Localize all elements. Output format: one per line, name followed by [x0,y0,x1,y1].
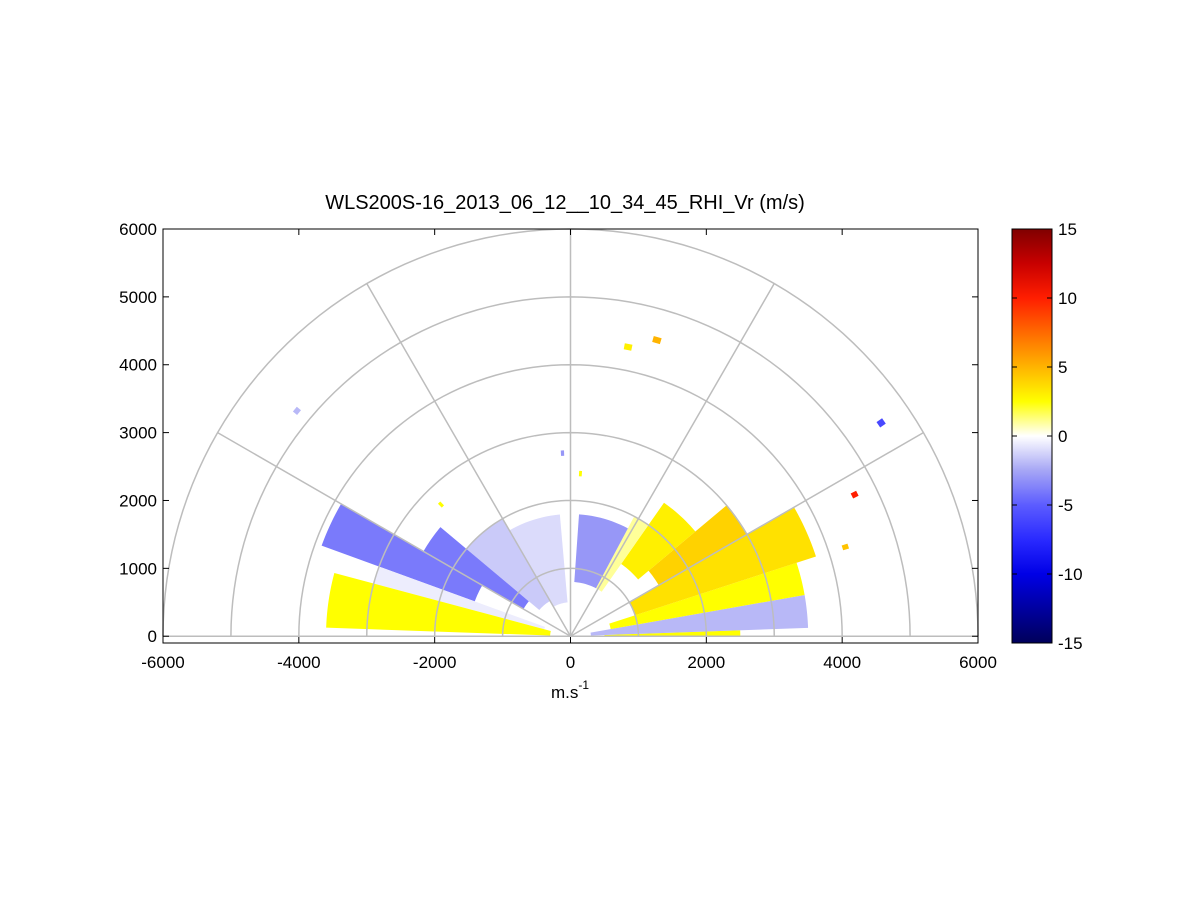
colorbar-tick-label: 5 [1058,358,1067,377]
velocity-cell [850,490,859,499]
velocity-cell [621,502,696,580]
polar-spoke [217,431,571,637]
velocity-cell [648,505,747,586]
polar-spoke [366,283,572,637]
x-tick-label: 4000 [823,653,861,672]
colorbar [1011,228,1053,644]
velocity-cell [629,507,816,616]
velocity-cell [560,450,565,456]
polar-spoke [569,283,775,637]
x-label-sup: -1 [578,678,589,692]
velocity-cell [609,562,805,630]
colorbar-tick-label: 10 [1058,289,1077,308]
y-tick-label: 0 [148,627,157,646]
colorbar-tick-label: -10 [1058,565,1083,584]
y-tick-label: 2000 [119,491,157,510]
colorbar-tick-label: -15 [1058,634,1083,653]
x-label-base: m.s [551,683,578,702]
x-tick-label: 2000 [687,653,725,672]
velocity-cell [841,543,850,551]
velocity-cell [596,516,649,592]
x-tick-label: -4000 [277,653,320,672]
velocity-cell [437,501,445,508]
x-tick-label: -6000 [141,653,184,672]
velocity-cell [321,503,483,602]
x-tick-label: 6000 [959,653,997,672]
y-tick-label: 5000 [119,288,157,307]
colorbar-tick-label: 0 [1058,427,1067,446]
velocity-cell [876,418,886,428]
velocity-cell [578,470,583,477]
velocity-cell [292,406,301,415]
polar-spoke [570,431,924,637]
velocity-cell [623,343,633,351]
velocity-cell [373,566,545,630]
y-tick-label: 6000 [119,220,157,239]
y-tick-label: 1000 [119,559,157,578]
chart-title: WLS200S-16_2013_06_12__10_34_45_RHI_Vr (… [325,192,805,214]
y-tick-label: 4000 [119,356,157,375]
y-tick-label: 3000 [119,424,157,443]
velocity-cell [590,594,809,636]
velocity-cell [652,336,662,345]
colorbar-tick-label: 15 [1058,220,1077,239]
velocity-cell [509,514,568,607]
x-tick-label: 0 [566,653,575,672]
x-tick-label: -2000 [413,653,456,672]
velocity-cell [423,527,529,610]
velocity-cell [466,518,551,611]
colorbar-tick-label: -5 [1058,496,1073,515]
x-axis-label: m.s-1 [551,678,589,702]
